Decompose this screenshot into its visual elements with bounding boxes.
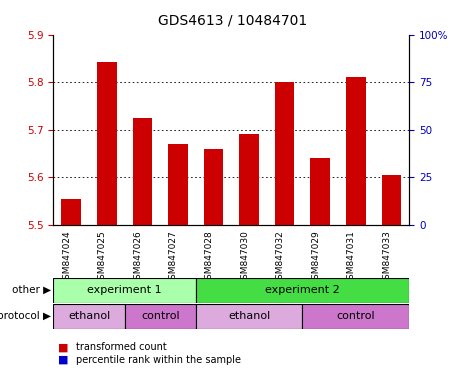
Text: GSM847033: GSM847033	[382, 230, 392, 285]
Bar	[61, 199, 81, 225]
Bar	[239, 134, 259, 225]
Text: GSM847026: GSM847026	[133, 230, 142, 285]
Bar	[53, 304, 125, 329]
Bar	[275, 82, 294, 225]
Bar	[53, 278, 196, 303]
Text: control: control	[141, 311, 179, 321]
Bar	[382, 175, 401, 225]
Text: GSM847025: GSM847025	[98, 230, 107, 285]
Bar	[311, 158, 330, 225]
Bar	[133, 118, 152, 225]
Text: ■: ■	[58, 355, 69, 365]
Text: control: control	[337, 311, 375, 321]
Text: transformed count: transformed count	[76, 342, 166, 352]
Bar	[303, 304, 409, 329]
Text: protocol ▶: protocol ▶	[0, 311, 51, 321]
Text: percentile rank within the sample: percentile rank within the sample	[76, 355, 241, 365]
Bar	[346, 77, 365, 225]
Text: GSM847024: GSM847024	[62, 230, 71, 285]
Text: ethanol: ethanol	[68, 311, 110, 321]
Text: GSM847027: GSM847027	[169, 230, 178, 285]
Bar	[168, 144, 188, 225]
Text: GSM847032: GSM847032	[276, 230, 285, 285]
Bar	[196, 278, 409, 303]
Bar	[125, 304, 196, 329]
Text: experiment 2: experiment 2	[265, 285, 340, 295]
Bar	[97, 62, 117, 225]
Text: ■: ■	[58, 342, 69, 352]
Text: GSM847029: GSM847029	[311, 230, 320, 285]
Text: ethanol: ethanol	[228, 311, 270, 321]
Text: GSM847028: GSM847028	[205, 230, 213, 285]
Bar	[196, 304, 303, 329]
Text: GSM847031: GSM847031	[347, 230, 356, 285]
Text: other ▶: other ▶	[12, 285, 51, 295]
Text: GSM847030: GSM847030	[240, 230, 249, 285]
Bar	[204, 149, 223, 225]
Text: GDS4613 / 10484701: GDS4613 / 10484701	[158, 13, 307, 27]
Text: experiment 1: experiment 1	[87, 285, 162, 295]
